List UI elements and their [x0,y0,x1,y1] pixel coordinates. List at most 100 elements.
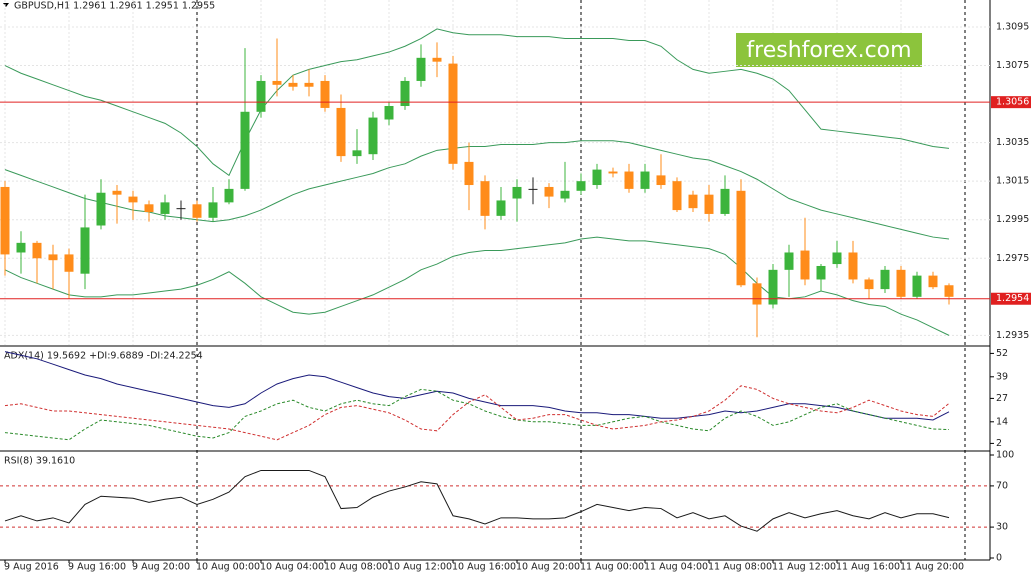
y-tick-label: 0 [996,553,1002,564]
price-level-tag [991,292,1031,305]
candle-body [624,171,634,189]
candle-body [768,269,778,305]
candle-body [528,188,538,190]
x-tick-label: 9 Aug 16:00 [68,562,126,573]
x-tick-label: 11 Aug 00:00 [580,562,644,573]
y-tick-label: 52 [996,348,1008,359]
candle-body [16,242,26,253]
candle-body [896,269,906,297]
x-tick-label: 10 Aug 00:00 [196,562,260,573]
y-tick-label: 1.2995 [996,214,1029,225]
candle-body [192,204,202,218]
candle-body [416,57,426,81]
y-tick-label: 14 [996,416,1008,427]
y-tick-label: 1.3035 [996,137,1029,148]
x-tick-label: 11 Aug 12:00 [772,562,836,573]
candle-body [144,204,154,213]
y-tick-label: 1.3075 [996,60,1029,71]
candle-body [848,252,858,280]
x-tick-label: 9 Aug 20:00 [132,562,190,573]
candle-body [336,107,346,157]
y-tick-label: 27 [996,393,1008,404]
candle-body [96,192,106,226]
candle-body [800,250,810,280]
x-tick-label: 10 Aug 16:00 [452,562,516,573]
y-tick-label: 1.3095 [996,21,1029,32]
candle-body [256,80,266,112]
candle-body [912,275,922,297]
candle-body [32,242,42,259]
chart-title: GBPUSD,H1 1.2961 1.2961 1.2951 1.2955 [14,1,215,12]
candle-body [560,190,570,199]
candle-body [64,254,74,272]
x-tick-label: 10 Aug 08:00 [324,562,388,573]
candle-body [704,194,714,214]
candle-body [832,252,842,265]
candle-body [544,186,554,197]
bollinger-band [4,140,950,240]
y-tick-label: 1.3015 [996,176,1029,187]
price-level-label: 1.3056 [996,97,1029,108]
candle-body [400,80,410,107]
candle-body [672,181,682,211]
candle-body [512,186,522,199]
price-level-tag [991,96,1031,109]
candle-body [448,63,458,164]
x-tick-label: 10 Aug 20:00 [516,562,580,573]
indicator-line [4,351,950,421]
candle-body [288,82,298,87]
candle-body [736,190,746,286]
watermark-box [736,33,922,67]
candle-body [352,150,362,157]
x-tick-label: 9 Aug 2016 [4,562,59,573]
candle-body [944,285,954,297]
candle-body [656,175,666,186]
candle-body [592,169,602,186]
candle-body [608,171,618,174]
y-tick-label: 1.2935 [996,330,1029,341]
candle-body [576,181,586,191]
y-tick-label: 1.2975 [996,253,1029,264]
candle-body [208,202,218,218]
candle-body [384,106,394,120]
x-tick-label: 11 Aug 20:00 [900,562,964,573]
candle-body [112,190,122,195]
candle-body [880,269,890,290]
price-level-label: 1.2954 [996,293,1029,304]
candle-body [176,208,186,210]
candle-body [784,252,794,270]
candle-body [224,188,234,203]
candle-body [128,196,138,203]
y-tick-label: 100 [996,450,1014,461]
candle-body [864,279,874,290]
indicator-line [4,469,950,532]
candle-body [272,80,282,85]
candle-body [0,186,10,255]
rsi-title: RSI(8) 39.1610 [4,456,75,467]
candle-body [304,82,314,87]
candle-body [496,200,506,216]
candle-body [480,181,490,216]
candle-body [464,161,474,186]
candle-body [432,57,442,62]
candle-body [816,265,826,280]
candle-body [928,275,938,288]
y-tick-label: 30 [996,522,1008,533]
watermark: freshforex.com [746,38,911,63]
candle-body [240,111,250,189]
y-tick-label: 2 [996,438,1002,449]
candle-body [640,171,650,189]
candle-body [48,254,58,261]
indicator-line [4,388,950,441]
candle-body [688,194,698,209]
candle-body [720,188,730,214]
candle-body [160,202,170,214]
x-tick-label: 11 Aug 04:00 [644,562,708,573]
x-tick-label: 10 Aug 12:00 [388,562,452,573]
x-tick-label: 10 Aug 04:00 [260,562,324,573]
candle-body [752,283,762,305]
candle-body [368,117,378,155]
x-tick-label: 11 Aug 08:00 [708,562,772,573]
